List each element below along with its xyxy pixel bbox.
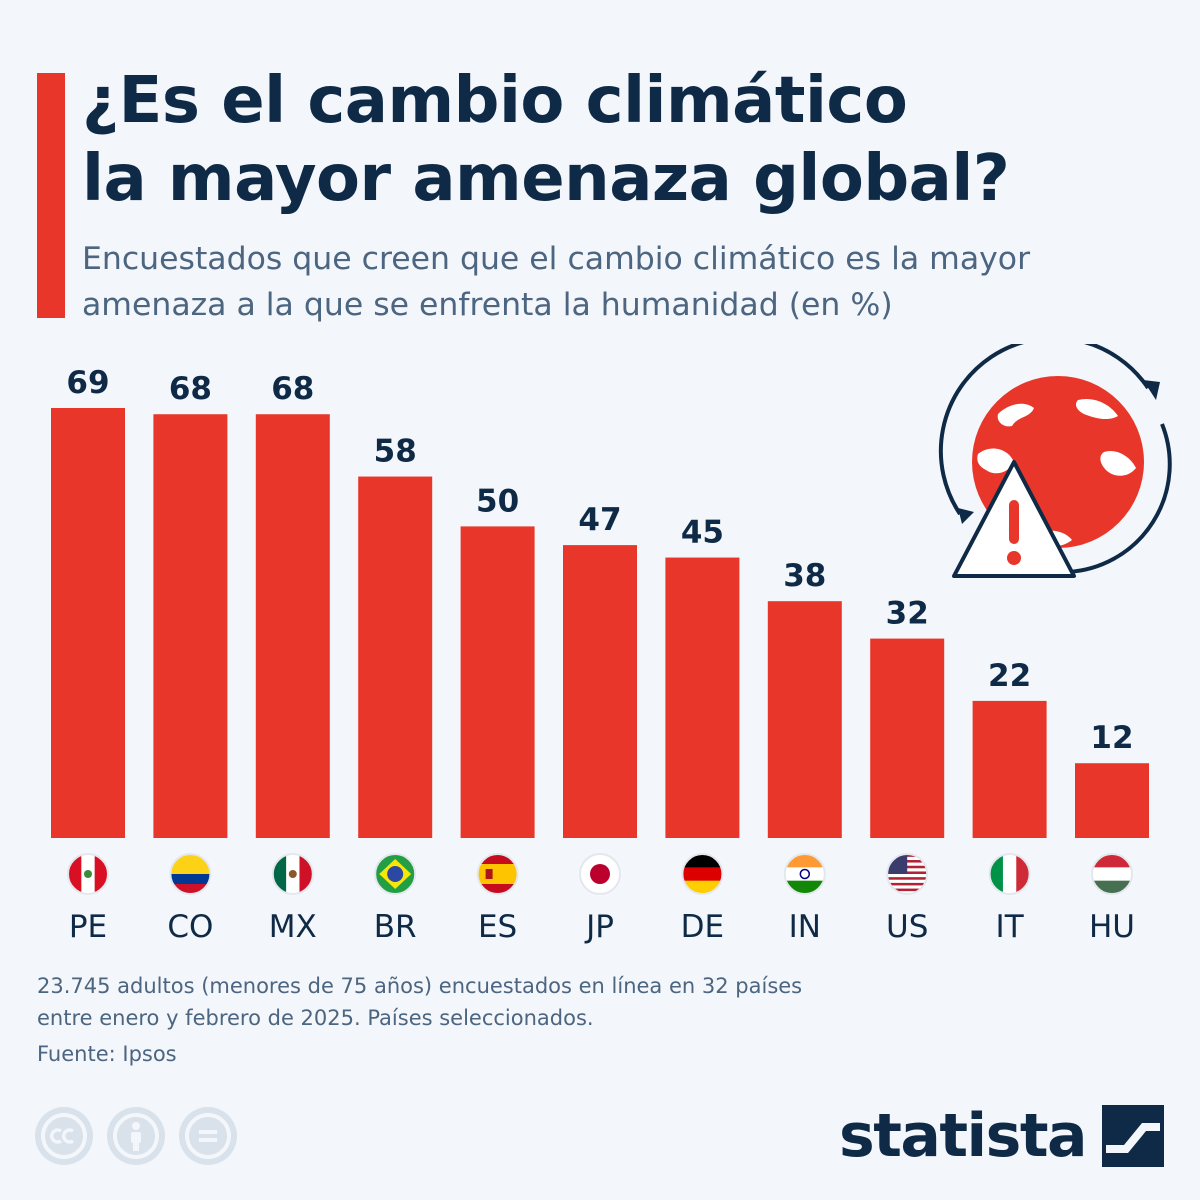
note-line-2: entre enero y febrero de 2025. Países se… <box>37 1006 594 1030</box>
tick-label-de: DE <box>681 909 724 945</box>
bar-jp <box>563 545 637 838</box>
bar-chart: 69 PE 68 CO 68 MX 58 BR 50 ES 47 JP 45 DE 38 IN 32 US 22 IT… <box>51 365 1149 945</box>
colombia-flag-icon <box>169 853 212 895</box>
data-label-es: 50 <box>476 483 519 519</box>
no-derivatives-icon[interactable] <box>179 1107 237 1165</box>
tick-label-br: BR <box>374 909 417 945</box>
tick-label-co: CO <box>167 909 213 945</box>
data-label-mx: 68 <box>271 371 314 407</box>
bar-hu <box>1075 763 1149 838</box>
tick-label-mx: MX <box>269 909 317 945</box>
bar-in <box>767 601 842 838</box>
bar-co <box>153 414 228 838</box>
subtitle-line-2: amenaza a la que se enfrenta la humanida… <box>82 287 893 323</box>
spain-flag-icon <box>476 853 519 895</box>
bar-pe <box>51 408 125 838</box>
globe-warning-icon <box>938 344 1172 578</box>
bar-us <box>870 638 945 838</box>
india-flag-icon <box>783 853 826 895</box>
tick-label-jp: JP <box>584 909 614 945</box>
germany-flag-icon <box>681 853 724 895</box>
tick-label-us: US <box>886 909 928 945</box>
tick-label-it: IT <box>996 909 1025 945</box>
bar-mx <box>255 414 330 838</box>
mexico-flag-icon <box>271 853 314 895</box>
usa-flag-icon <box>886 853 929 895</box>
data-label-us: 32 <box>886 596 929 632</box>
chart-title: ¿Es el cambio climático la mayor amenaza… <box>82 62 1182 218</box>
data-label-jp: 47 <box>578 502 621 538</box>
chart-subtitle: Encuestados que creen que el cambio clim… <box>82 236 1182 328</box>
data-label-in: 38 <box>783 558 826 594</box>
title-line-2: la mayor amenaza global? <box>82 142 1010 216</box>
data-label-it: 22 <box>988 658 1031 694</box>
subtitle-line-1: Encuestados que creen que el cambio clim… <box>82 241 1031 277</box>
brand-wordmark: statista <box>838 1101 1088 1171</box>
data-label-pe: 69 <box>66 365 109 401</box>
title-line-1: ¿Es el cambio climático <box>82 64 908 138</box>
title-accent-bar <box>37 73 65 318</box>
peru-flag-icon <box>67 853 109 895</box>
bar-es <box>460 526 535 838</box>
tick-label-hu: HU <box>1089 909 1135 945</box>
tick-label-es: ES <box>478 909 517 945</box>
tick-label-in: IN <box>789 909 821 945</box>
bar-it <box>972 700 1047 838</box>
japan-flag-icon <box>579 853 621 895</box>
data-label-co: 68 <box>169 371 212 407</box>
hungary-flag-icon <box>1091 853 1133 895</box>
source-text: Fuente: Ipsos <box>37 1042 177 1066</box>
statista-brand[interactable]: statista <box>839 1096 1164 1176</box>
data-label-hu: 12 <box>1090 720 1133 756</box>
license-icons <box>35 1107 237 1165</box>
brazil-flag-icon <box>374 853 417 895</box>
statista-logo-icon <box>1102 1105 1164 1167</box>
bar-br <box>358 476 433 838</box>
italy-flag-icon <box>988 853 1031 895</box>
cc-icon[interactable] <box>35 1107 93 1165</box>
attribution-icon[interactable] <box>107 1107 165 1165</box>
data-label-br: 58 <box>374 434 417 470</box>
note-line-1: 23.745 adultos (menores de 75 años) encu… <box>37 974 803 998</box>
data-label-de: 45 <box>681 515 724 551</box>
survey-note: 23.745 adultos (menores de 75 años) encu… <box>37 970 937 1034</box>
bar-de <box>665 557 740 838</box>
tick-label-pe: PE <box>69 909 107 945</box>
